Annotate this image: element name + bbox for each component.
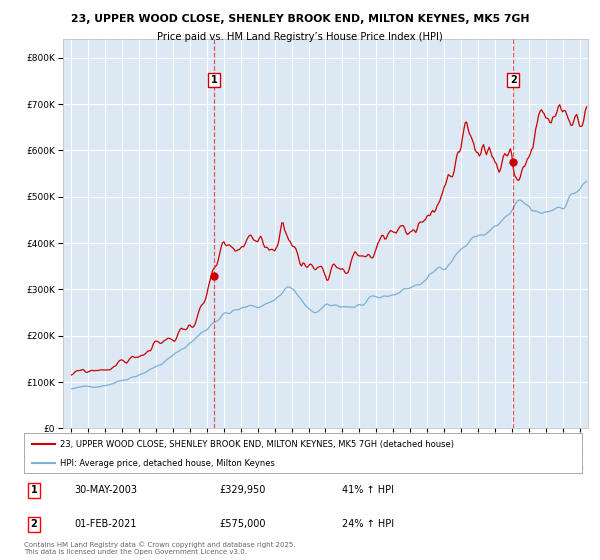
Text: 09: 09: [304, 446, 313, 455]
Text: 01: 01: [168, 446, 178, 455]
Text: 95: 95: [67, 446, 76, 455]
Text: 20: 20: [473, 465, 483, 474]
Text: 20: 20: [388, 465, 398, 474]
Text: 14: 14: [388, 446, 398, 455]
Text: 99: 99: [134, 446, 144, 455]
Text: 20: 20: [558, 465, 568, 474]
Text: £575,000: £575,000: [220, 519, 266, 529]
Text: 19: 19: [118, 465, 127, 474]
Text: 20: 20: [406, 465, 415, 474]
Text: 03: 03: [202, 446, 212, 455]
Text: 1: 1: [211, 75, 217, 85]
Text: 16: 16: [422, 446, 432, 455]
Text: 2: 2: [510, 75, 517, 85]
Text: 20: 20: [270, 465, 280, 474]
Text: 23, UPPER WOOD CLOSE, SHENLEY BROOK END, MILTON KEYNES, MK5 7GH (detached house): 23, UPPER WOOD CLOSE, SHENLEY BROOK END,…: [60, 440, 454, 449]
Text: Contains HM Land Registry data © Crown copyright and database right 2025.
This d: Contains HM Land Registry data © Crown c…: [24, 542, 296, 555]
Text: 20: 20: [456, 465, 466, 474]
Text: 06: 06: [253, 446, 263, 455]
Text: 20: 20: [219, 465, 229, 474]
Text: 96: 96: [83, 446, 93, 455]
Text: 11: 11: [338, 446, 347, 455]
Text: 20: 20: [185, 465, 195, 474]
Text: 23: 23: [541, 446, 550, 455]
Text: 02: 02: [185, 446, 195, 455]
Text: 19: 19: [101, 465, 110, 474]
Text: 20: 20: [202, 465, 212, 474]
Text: 20: 20: [439, 465, 449, 474]
Text: 17: 17: [439, 446, 449, 455]
Text: 41% ↑ HPI: 41% ↑ HPI: [342, 486, 394, 496]
Text: 24: 24: [558, 446, 568, 455]
Text: 08: 08: [287, 446, 296, 455]
Text: 22: 22: [524, 446, 533, 455]
Text: Price paid vs. HM Land Registry’s House Price Index (HPI): Price paid vs. HM Land Registry’s House …: [157, 32, 443, 42]
Text: 98: 98: [118, 446, 127, 455]
Text: 2: 2: [31, 519, 37, 529]
Text: 19: 19: [134, 465, 144, 474]
Text: 30-MAY-2003: 30-MAY-2003: [74, 486, 137, 496]
Text: 07: 07: [270, 446, 280, 455]
Text: 20: 20: [253, 465, 263, 474]
Text: 19: 19: [67, 465, 76, 474]
Text: 05: 05: [236, 446, 245, 455]
Text: 01-FEB-2021: 01-FEB-2021: [74, 519, 137, 529]
Text: 15: 15: [406, 446, 415, 455]
Text: 20: 20: [507, 465, 517, 474]
Text: 21: 21: [507, 446, 517, 455]
Text: 20: 20: [524, 465, 533, 474]
Text: 13: 13: [371, 446, 381, 455]
Text: 24% ↑ HPI: 24% ↑ HPI: [342, 519, 394, 529]
Text: 23, UPPER WOOD CLOSE, SHENLEY BROOK END, MILTON KEYNES, MK5 7GH: 23, UPPER WOOD CLOSE, SHENLEY BROOK END,…: [71, 14, 529, 24]
Text: 00: 00: [151, 446, 161, 455]
Text: 04: 04: [219, 446, 229, 455]
Text: 12: 12: [355, 446, 364, 455]
Text: 1: 1: [31, 486, 37, 496]
Text: 20: 20: [490, 465, 500, 474]
Text: 20: 20: [338, 465, 347, 474]
Text: 25: 25: [575, 446, 584, 455]
Text: 20: 20: [287, 465, 296, 474]
Text: 20: 20: [541, 465, 550, 474]
Text: 20: 20: [490, 446, 500, 455]
Text: £329,950: £329,950: [220, 486, 266, 496]
Text: 20: 20: [355, 465, 364, 474]
Text: 20: 20: [575, 465, 584, 474]
Text: 20: 20: [236, 465, 245, 474]
Text: 19: 19: [473, 446, 483, 455]
Text: 97: 97: [100, 446, 110, 455]
Text: 10: 10: [320, 446, 331, 455]
Text: 20: 20: [304, 465, 313, 474]
Text: 20: 20: [371, 465, 381, 474]
Text: 18: 18: [456, 446, 466, 455]
Text: 20: 20: [168, 465, 178, 474]
Text: 20: 20: [320, 465, 331, 474]
Text: HPI: Average price, detached house, Milton Keynes: HPI: Average price, detached house, Milt…: [60, 459, 275, 468]
Text: 20: 20: [422, 465, 432, 474]
Text: 19: 19: [83, 465, 93, 474]
Text: 20: 20: [151, 465, 161, 474]
